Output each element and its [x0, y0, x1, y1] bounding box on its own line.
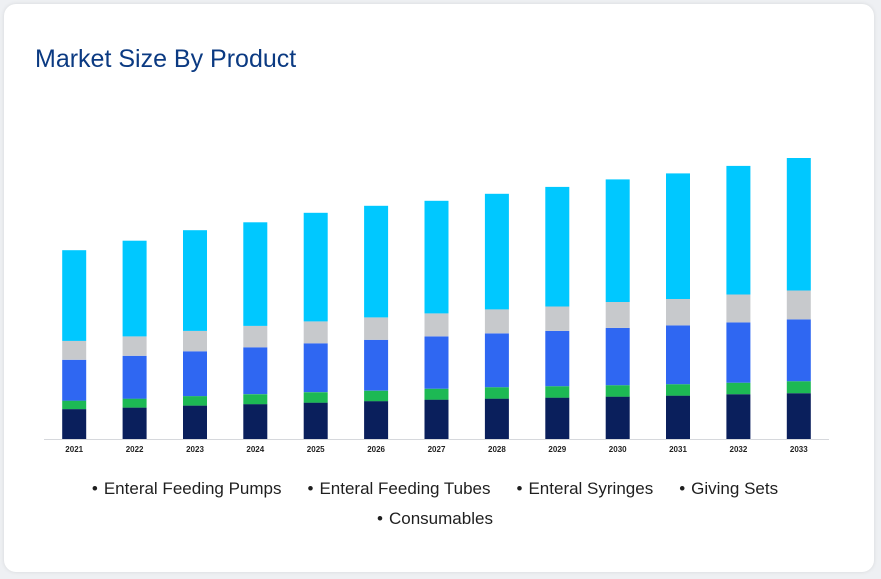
- bar-segment-giving-sets-2021: [62, 400, 87, 410]
- chart-title: Market Size By Product: [35, 45, 297, 73]
- bar-segment-enteral-feeding-pumps-2027: [424, 200, 449, 314]
- bar-segment-enteral-feeding-pumps-2025: [303, 212, 328, 322]
- bar-segment-enteral-feeding-pumps-2026: [364, 205, 389, 318]
- bullet-icon: •: [307, 479, 314, 498]
- bar-segment-consumables-2033: [786, 393, 811, 439]
- bar-segment-enteral-syringes-2032: [726, 322, 751, 383]
- legend-item-enteral-feeding-pumps[interactable]: • Enteral Feeding Pumps: [92, 474, 282, 504]
- x-tick-label: 2030: [609, 445, 627, 454]
- bar-segment-giving-sets-2029: [545, 386, 570, 398]
- legend-label: Enteral Syringes: [528, 479, 654, 498]
- bar-segment-giving-sets-2030: [605, 385, 630, 397]
- legend-label: Consumables: [389, 509, 493, 528]
- bar-segment-enteral-feeding-tubes-2026: [364, 317, 389, 340]
- bar-segment-enteral-feeding-tubes-2029: [545, 306, 570, 331]
- bar-segment-giving-sets-2032: [726, 382, 751, 395]
- legend-item-enteral-syringes[interactable]: • Enteral Syringes: [517, 474, 654, 504]
- bar-segment-enteral-feeding-pumps-2029: [545, 186, 570, 307]
- bar-segment-enteral-feeding-tubes-2033: [786, 290, 811, 320]
- bar-segment-enteral-syringes-2021: [62, 359, 87, 401]
- legend-item-giving-sets[interactable]: • Giving Sets: [679, 474, 778, 504]
- bar-segment-consumables-2021: [62, 409, 87, 439]
- bar-segment-enteral-syringes-2026: [364, 339, 389, 391]
- bar-segment-enteral-syringes-2024: [243, 347, 268, 395]
- bar-segment-enteral-feeding-tubes-2031: [666, 299, 690, 326]
- bar-segment-consumables-2025: [303, 402, 328, 439]
- bar-segment-enteral-syringes-2031: [666, 325, 690, 385]
- bar-segment-consumables-2031: [666, 395, 690, 439]
- legend-label: Enteral Feeding Tubes: [319, 479, 491, 498]
- bar-segment-enteral-feeding-tubes-2021: [62, 340, 87, 360]
- bar-segment-enteral-syringes-2022: [122, 355, 147, 399]
- bar-segment-giving-sets-2026: [364, 390, 389, 402]
- bar-segment-consumables-2026: [364, 401, 389, 439]
- bar-segment-enteral-syringes-2029: [545, 330, 570, 387]
- bar-segment-enteral-feeding-pumps-2023: [183, 230, 207, 331]
- x-tick-label: 2033: [790, 445, 808, 454]
- bar-segment-giving-sets-2033: [786, 381, 811, 394]
- bar-segment-enteral-feeding-tubes-2032: [726, 294, 751, 323]
- x-tick-label: 2029: [548, 445, 566, 454]
- bar-segment-giving-sets-2023: [183, 396, 207, 406]
- x-tick-label: 2022: [126, 445, 144, 454]
- bar-segment-enteral-feeding-tubes-2024: [243, 325, 268, 348]
- bar-segment-consumables-2030: [605, 396, 630, 439]
- bar-segment-giving-sets-2027: [424, 388, 449, 400]
- legend-item-consumables[interactable]: • Consumables: [377, 504, 493, 534]
- bar-segment-consumables-2032: [726, 394, 751, 439]
- bar-segment-enteral-syringes-2023: [183, 351, 207, 397]
- bar-segment-consumables-2029: [545, 397, 570, 439]
- bar-segment-giving-sets-2022: [122, 398, 147, 408]
- x-tick-label: 2025: [307, 445, 325, 454]
- bar-segment-enteral-feeding-pumps-2024: [243, 222, 268, 326]
- bullet-icon: •: [377, 509, 383, 528]
- bar-segment-enteral-feeding-pumps-2028: [484, 193, 509, 310]
- bar-segment-enteral-feeding-tubes-2023: [183, 330, 207, 352]
- legend-item-enteral-feeding-tubes[interactable]: • Enteral Feeding Tubes: [308, 474, 491, 504]
- bar-segment-enteral-feeding-pumps-2031: [666, 173, 690, 299]
- bullet-icon: •: [516, 479, 523, 498]
- bullet-icon: •: [679, 479, 686, 498]
- bar-segment-consumables-2022: [122, 407, 147, 439]
- bar-segment-giving-sets-2025: [303, 392, 328, 403]
- chart-legend: • Enteral Feeding Pumps • Enteral Feeding T…: [20, 474, 850, 534]
- bar-segment-enteral-feeding-tubes-2025: [303, 321, 328, 344]
- bar-segment-enteral-feeding-pumps-2021: [62, 250, 87, 341]
- legend-label: Enteral Feeding Pumps: [103, 479, 282, 498]
- bar-segment-consumables-2024: [243, 404, 268, 439]
- bar-segment-giving-sets-2031: [666, 384, 690, 396]
- bar-segment-consumables-2023: [183, 405, 207, 439]
- bar-segment-enteral-feeding-tubes-2027: [424, 313, 449, 337]
- x-tick-label: 2026: [367, 445, 385, 454]
- x-tick-label: 2031: [669, 445, 687, 454]
- bar-segment-enteral-feeding-pumps-2030: [605, 179, 630, 302]
- bullet-icon: •: [91, 479, 98, 498]
- bar-segment-consumables-2028: [484, 398, 509, 439]
- bar-segment-giving-sets-2024: [243, 394, 268, 405]
- bar-segment-enteral-feeding-pumps-2033: [786, 158, 811, 291]
- bar-segment-enteral-feeding-tubes-2028: [484, 309, 509, 334]
- bar-segment-enteral-syringes-2028: [484, 333, 509, 388]
- bar-segment-giving-sets-2028: [484, 387, 509, 399]
- bar-segment-enteral-syringes-2027: [424, 336, 449, 389]
- bar-segment-enteral-syringes-2033: [786, 319, 811, 382]
- bar-segment-enteral-feeding-pumps-2022: [122, 240, 147, 337]
- x-tick-label: 2024: [246, 445, 264, 454]
- x-tick-label: 2027: [428, 445, 446, 454]
- bar-segment-enteral-feeding-tubes-2030: [605, 302, 630, 328]
- bar-segment-enteral-feeding-pumps-2032: [726, 165, 751, 295]
- bar-segment-consumables-2027: [424, 399, 449, 439]
- x-tick-label: 2032: [730, 445, 748, 454]
- bar-segment-enteral-syringes-2025: [303, 343, 328, 393]
- x-tick-label: 2028: [488, 445, 506, 454]
- bar-segment-enteral-syringes-2030: [605, 327, 630, 386]
- bar-segment-enteral-feeding-tubes-2022: [122, 336, 147, 356]
- legend-label: Giving Sets: [691, 479, 779, 498]
- x-tick-label: 2023: [186, 445, 204, 454]
- x-tick-label: 2021: [65, 445, 83, 454]
